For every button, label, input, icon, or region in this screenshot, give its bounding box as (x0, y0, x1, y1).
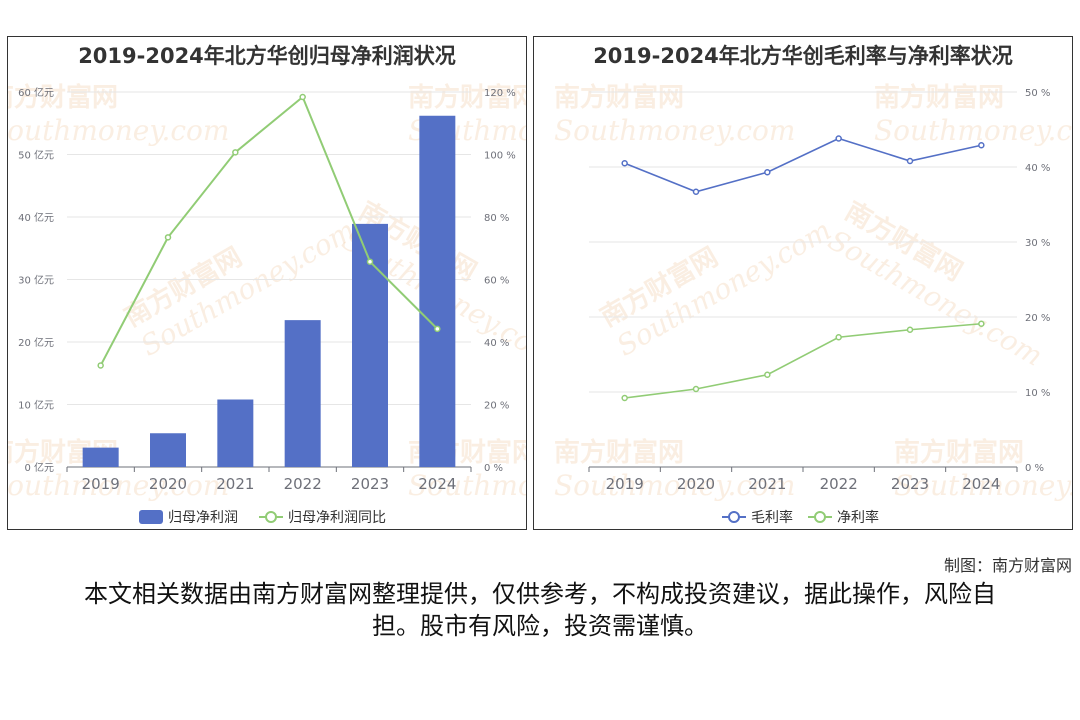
point-net-profit-yoy-2024 (434, 325, 441, 333)
legend-label: 归母净利润同比 (288, 509, 386, 526)
y-tick-label-right: 0 % (484, 463, 503, 474)
x-tick-label: 2022 (820, 475, 858, 493)
point-net-margin-2022 (835, 334, 842, 341)
chart-title: 2019-2024年北方华创归母净利润状况 (78, 44, 456, 68)
point-net-profit-yoy-2021 (232, 149, 239, 156)
bar-net-profit-2021 (217, 399, 254, 467)
y-tick-label-right: 60 % (484, 276, 509, 287)
point-net-margin-2020 (692, 385, 700, 393)
legend-label: 毛利率 (751, 509, 793, 526)
y-tick-label-right: 120 % (484, 88, 516, 99)
point-net-profit-yoy-2019 (97, 362, 104, 369)
legend-label: 净利率 (837, 509, 879, 526)
legend-swatch-marker (814, 511, 826, 523)
y-tick-label-right: 50 % (1025, 88, 1050, 99)
series-line-net-margin (624, 322, 982, 399)
y-tick-label-right: 30 % (1025, 238, 1050, 249)
margins-chart: 0 % 10 % 20 % 30 % 40 % 50 % 2019 2020 2021 2022 2… (588, 88, 1050, 526)
legend-swatch-marker (265, 511, 277, 523)
point-net-profit-yoy-2023 (366, 258, 374, 265)
y-tick-label-left: 40 亿元 (18, 211, 54, 224)
x-tick-label: 2021 (748, 475, 786, 493)
net-profit-chart: 0 亿元 10 亿元 20 亿元 30 亿元 40 亿元 50 亿元 60 亿元 0 % 20 … (18, 86, 516, 526)
bar-net-profit-2019 (82, 447, 119, 467)
legend-swatch-marker (728, 511, 740, 523)
y-tick-label-right: 40 % (484, 338, 509, 349)
x-tick-label: 2024 (962, 475, 1000, 493)
y-tick-label-right: 20 % (1025, 313, 1050, 324)
legend-swatch-bar (139, 510, 163, 524)
point-gross-margin-2022 (835, 135, 842, 142)
y-tick-label-right: 0 % (1025, 463, 1044, 474)
y-tick-label-left: 0 亿元 (24, 461, 54, 474)
x-tick-label: 2019 (606, 475, 644, 493)
y-tick-label-right: 80 % (484, 213, 509, 224)
x-tick-label: 2020 (149, 475, 187, 493)
x-tick-label: 2022 (284, 475, 322, 493)
point-gross-margin-2023 (906, 157, 914, 165)
y-tick-label-left: 20 亿元 (18, 336, 54, 349)
point-gross-margin-2019 (621, 160, 628, 167)
y-tick-label-left: 50 亿元 (18, 149, 54, 162)
point-net-margin-2023 (906, 326, 914, 333)
y-tick-label-right: 20 % (484, 401, 509, 412)
point-net-profit-yoy-2020 (164, 234, 172, 241)
point-gross-margin-2021 (764, 169, 771, 176)
y-tick-label-left: 30 亿元 (18, 274, 54, 287)
bar-net-profit-2022 (284, 320, 321, 467)
point-gross-margin-2024 (978, 142, 985, 149)
series-line-net-profit-yoy (99, 95, 439, 366)
x-tick-label: 2023 (891, 475, 929, 493)
point-net-profit-yoy-2022 (299, 93, 306, 101)
credit-label: 制图：南方财富网 (943, 556, 1072, 575)
x-tick-label: 2020 (677, 475, 715, 493)
y-tick-label-left: 10 亿元 (18, 399, 54, 412)
point-net-margin-2019 (621, 394, 628, 402)
x-tick-label: 2019 (82, 475, 120, 493)
bar-net-profit-2024 (419, 115, 456, 467)
chart-title: 2019-2024年北方华创毛利率与净利率状况 (593, 44, 1013, 68)
y-tick-label-right: 10 % (1025, 388, 1050, 399)
point-net-margin-2024 (978, 320, 985, 327)
point-net-margin-2021 (764, 371, 771, 378)
x-tick-label: 2024 (418, 475, 456, 493)
legend-label: 归母净利润 (168, 509, 238, 526)
disclaimer-text: 本文相关数据由南方财富网整理提供，仅供参考，不构成投资建议，据此操作，风险自担。… (84, 580, 996, 640)
series-line-gross-margin (624, 137, 982, 193)
x-tick-label: 2021 (216, 475, 254, 493)
y-tick-label-left: 60 亿元 (18, 86, 54, 99)
y-tick-label-right: 40 % (1025, 163, 1050, 174)
point-gross-margin-2020 (692, 188, 700, 195)
x-tick-label: 2023 (351, 475, 389, 493)
y-tick-label-right: 100 % (484, 151, 516, 162)
bar-net-profit-2020 (150, 433, 186, 467)
